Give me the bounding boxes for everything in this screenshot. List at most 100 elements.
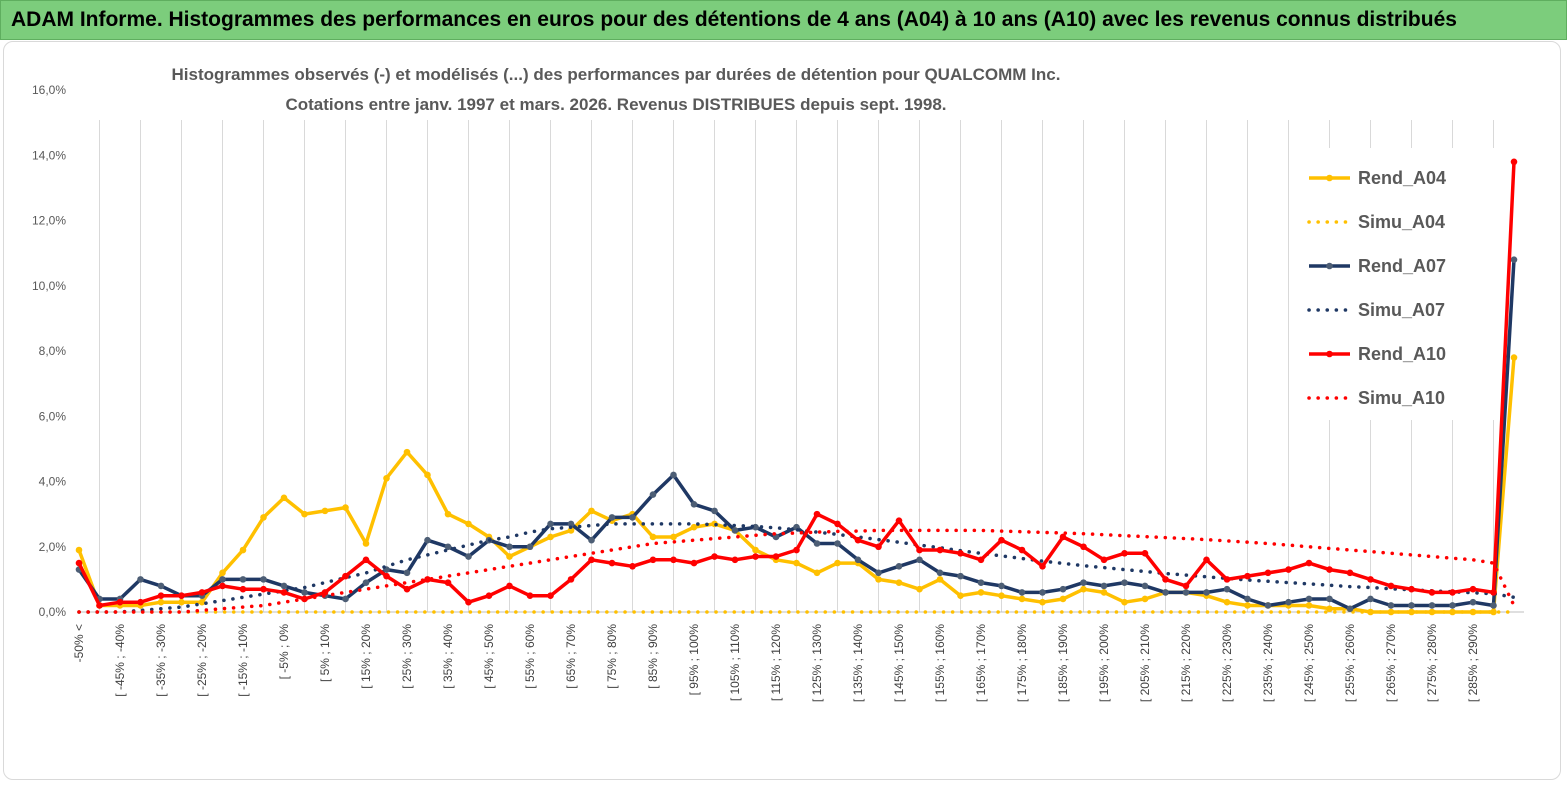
data-point-rend-a04 <box>403 448 411 456</box>
data-point-rend-a07 <box>1182 589 1190 596</box>
data-point-rend-a07 <box>1121 579 1128 586</box>
data-point-rend-a10 <box>506 582 513 590</box>
data-point-rend-a07 <box>895 563 903 570</box>
data-point-rend-a10 <box>1121 549 1128 557</box>
data-point-rend-a10 <box>813 510 821 518</box>
data-point-rend-a07 <box>1346 605 1354 613</box>
data-point-rend-a10 <box>1326 566 1333 573</box>
data-point-rend-a04 <box>1510 354 1518 361</box>
data-point-rend-a04 <box>1305 602 1313 609</box>
data-point-rend-a10 <box>342 572 349 580</box>
data-point-rend-a07 <box>813 540 821 547</box>
x-tick-label: [ 235% ; 240% <box>1261 624 1275 702</box>
data-point-rend-a07 <box>998 582 1005 590</box>
data-point-rend-a04 <box>301 510 308 518</box>
data-point-rend-a07 <box>854 556 862 564</box>
data-point-rend-a04 <box>321 507 329 515</box>
data-point-rend-a10 <box>485 592 493 599</box>
data-point-rend-a07 <box>239 576 247 583</box>
x-tick-label: [ -15% ; -10% <box>236 624 250 697</box>
legend-marker-rend-a07 <box>1326 262 1333 270</box>
chart-frame: 0,0% 2,0% 4,0% 6,0% 8,0% 10,0% 12,0% 14,0% 16,0%… <box>3 41 1561 780</box>
data-point-rend-a10 <box>260 585 267 593</box>
data-point-rend-a07 <box>465 553 472 560</box>
data-point-rend-a04 <box>936 576 944 583</box>
data-point-rend-a07 <box>1449 602 1456 609</box>
data-point-rend-a04 <box>219 569 226 577</box>
data-point-rend-a10 <box>526 592 534 599</box>
y-tick-label: 6,0% <box>39 409 67 423</box>
data-point-rend-a07 <box>1223 585 1231 593</box>
y-tick-label: 16,0% <box>32 83 66 97</box>
data-point-rend-a04 <box>1408 608 1415 616</box>
data-point-rend-a07 <box>506 543 513 551</box>
data-point-rend-a04 <box>875 576 882 583</box>
data-point-rend-a07 <box>280 582 288 590</box>
data-point-rend-a04 <box>342 504 349 511</box>
data-point-rend-a07 <box>1039 589 1046 596</box>
data-point-rend-a07 <box>1285 598 1292 606</box>
data-point-rend-a10 <box>1387 582 1395 590</box>
x-tick-label: [ 95% ; 100% <box>687 624 701 696</box>
data-point-rend-a10 <box>1018 546 1026 554</box>
data-point-rend-a07 <box>608 514 616 521</box>
data-point-rend-a10 <box>834 520 841 528</box>
data-point-rend-a04 <box>1141 595 1149 603</box>
data-point-rend-a07 <box>1367 595 1374 603</box>
data-point-rend-a07 <box>1244 595 1251 603</box>
data-point-rend-a10 <box>731 556 739 564</box>
data-point-rend-a07 <box>362 579 370 586</box>
x-tick-label: [ 25% ; 30% <box>400 624 414 689</box>
x-tick-label: [ 85% ; 90% <box>646 624 660 689</box>
data-point-rend-a10 <box>116 598 124 606</box>
legend-background <box>1294 148 1494 420</box>
x-tick-label: [ 255% ; 260% <box>1343 624 1357 702</box>
data-point-rend-a04 <box>957 592 964 599</box>
data-point-rend-a10 <box>383 572 390 580</box>
data-point-rend-a04 <box>1223 598 1231 606</box>
data-point-rend-a07 <box>875 569 882 577</box>
data-point-rend-a07 <box>547 520 554 528</box>
data-point-rend-a07 <box>1387 602 1395 609</box>
data-point-rend-a10 <box>198 589 206 596</box>
data-point-rend-a10 <box>752 553 759 560</box>
chart-title: Histogrammes observés (-) et modélisés (… <box>172 65 1061 84</box>
data-point-rend-a04 <box>1100 589 1108 596</box>
y-tick-label: 8,0% <box>39 344 67 358</box>
data-point-rend-a07 <box>1510 256 1518 263</box>
x-tick-label: [ 115% ; 120% <box>769 624 783 701</box>
x-tick-label: [ 285% ; 290% <box>1466 624 1480 702</box>
data-point-rend-a10 <box>444 579 452 586</box>
data-point-rend-a07 <box>1203 589 1210 596</box>
data-point-rend-a07 <box>1428 602 1436 609</box>
data-point-rend-a10 <box>1039 563 1046 570</box>
data-point-rend-a04 <box>895 579 903 586</box>
data-point-rend-a10 <box>854 536 862 544</box>
data-point-rend-a07 <box>567 520 575 528</box>
data-point-rend-a10 <box>875 543 882 551</box>
data-point-rend-a04 <box>588 507 595 515</box>
data-point-rend-a10 <box>321 589 329 596</box>
data-point-rend-a10 <box>998 536 1005 544</box>
x-tick-label: [ 55% ; 60% <box>523 624 537 689</box>
data-point-rend-a04 <box>1428 608 1436 616</box>
data-point-rend-a10 <box>895 517 903 524</box>
data-point-rend-a10 <box>772 553 780 560</box>
data-point-rend-a04 <box>649 533 657 541</box>
data-point-rend-a07 <box>137 576 144 583</box>
data-point-rend-a10 <box>1203 556 1210 564</box>
data-point-rend-a10 <box>977 556 985 564</box>
data-point-rend-a10 <box>178 592 185 599</box>
report-title: ADAM Informe. Histogrammes des performan… <box>11 8 1457 31</box>
x-tick-label: [ 105% ; 110% <box>728 624 742 701</box>
data-point-rend-a07 <box>1059 585 1067 593</box>
data-point-rend-a07 <box>1408 602 1415 609</box>
y-tick-label: 12,0% <box>32 214 66 228</box>
y-tick-label: 4,0% <box>39 475 67 489</box>
data-point-rend-a04 <box>465 520 472 528</box>
data-point-rend-a07 <box>403 569 411 577</box>
data-point-rend-a07 <box>649 491 657 498</box>
data-point-rend-a07 <box>219 576 226 583</box>
data-point-rend-a07 <box>936 569 944 577</box>
data-point-rend-a04 <box>834 559 841 567</box>
